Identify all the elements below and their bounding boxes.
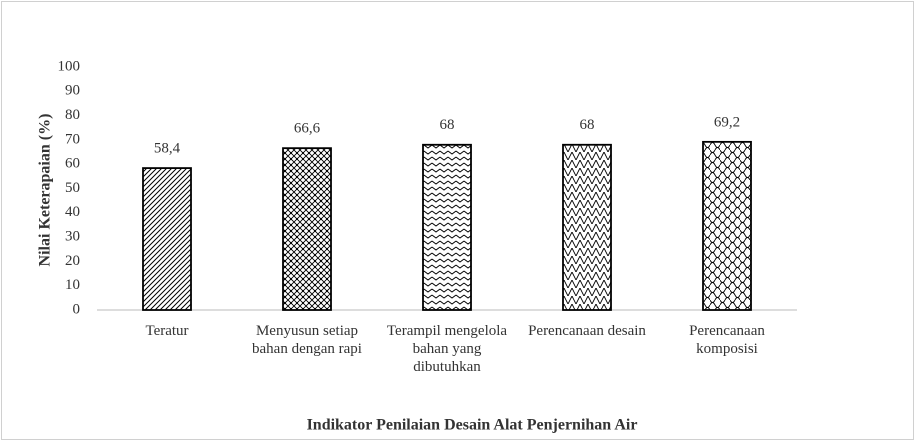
y-tick-label: 70 [65, 131, 80, 147]
data-label: 69,2 [714, 114, 740, 130]
x-tick-label: Perencanaan desain [528, 323, 646, 339]
data-label: 68 [580, 117, 595, 133]
y-tick-label: 100 [58, 58, 81, 74]
bar [142, 167, 192, 311]
y-tick-label: 10 [65, 277, 80, 293]
y-tick-label: 90 [65, 83, 80, 99]
x-tick-label: Menyusun setiap bahan dengan rapi [252, 323, 362, 357]
data-label: 68 [440, 117, 455, 133]
bar [562, 143, 612, 311]
y-tick-label: 30 [65, 229, 80, 245]
x-tick-label: Perencanaan komposisi [689, 323, 765, 357]
bar [422, 143, 472, 311]
y-tick-label: 60 [65, 156, 80, 172]
bar [702, 140, 752, 311]
y-tick-label: 80 [65, 107, 80, 123]
x-axis-title: Indikator Penilaian Desain Alat Penjerni… [307, 417, 638, 434]
y-axis-title: Nilai Keterapaian (%) [37, 114, 54, 267]
y-tick-label: 0 [73, 301, 81, 317]
x-tick-label: Teratur [145, 323, 189, 339]
bar [282, 147, 332, 311]
y-tick-label: 50 [65, 180, 80, 196]
y-tick-label: 40 [65, 204, 80, 220]
data-label: 66,6 [294, 121, 321, 137]
data-label: 58,4 [154, 141, 181, 157]
x-tick-label: Terampil mengelola bahan yang dibutuhkan [386, 323, 508, 375]
y-tick-label: 20 [65, 253, 80, 269]
